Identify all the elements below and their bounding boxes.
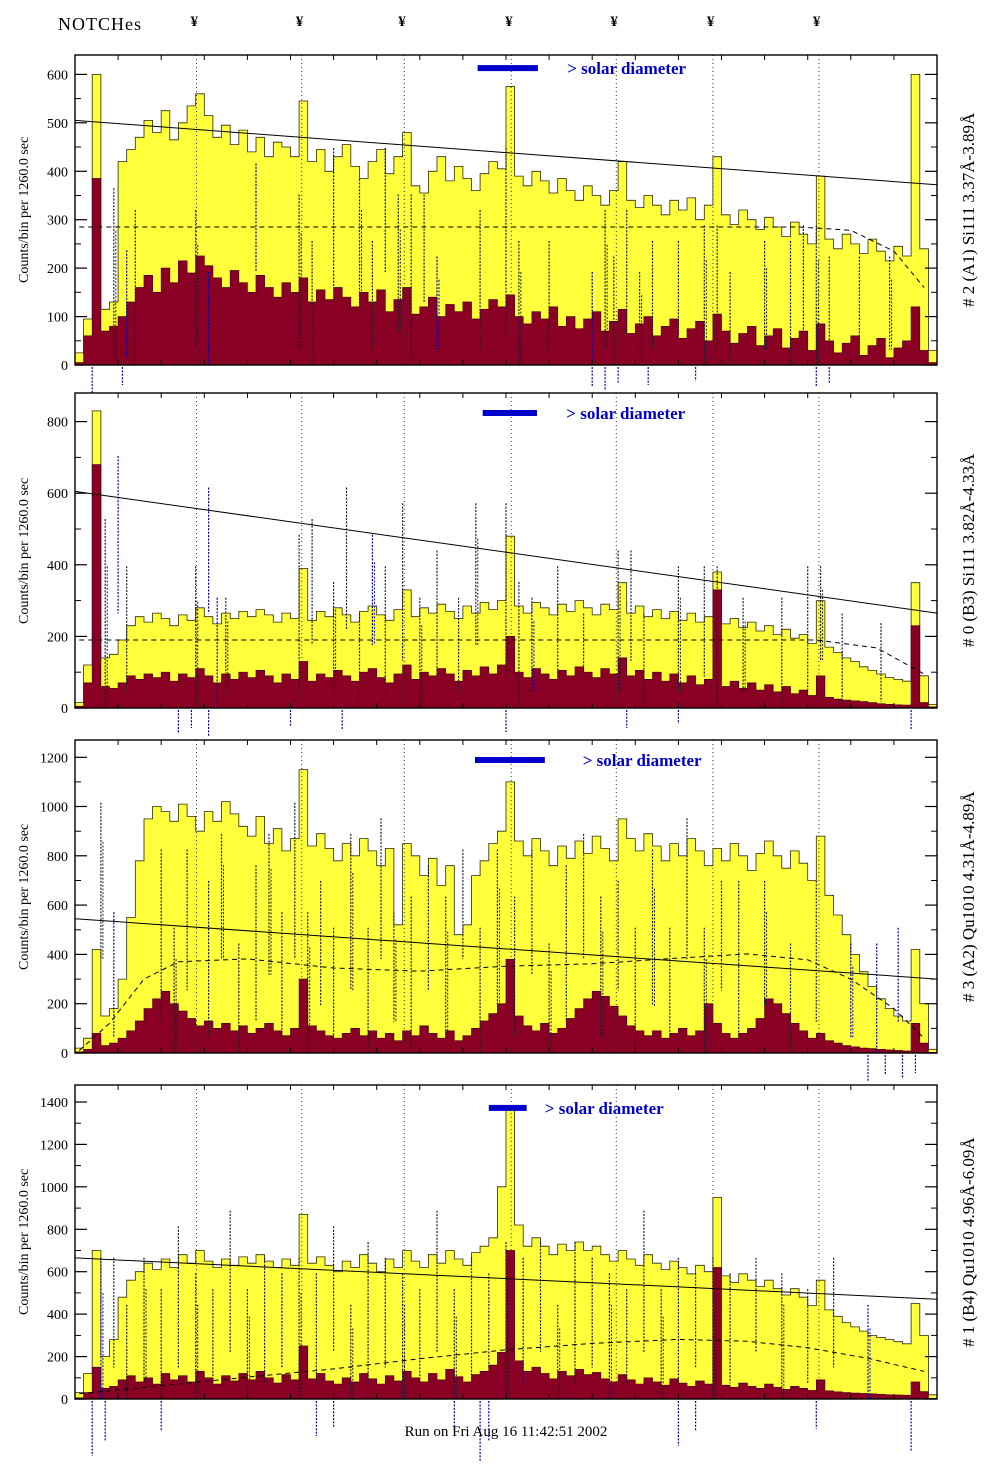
notch-symbol: ¥ bbox=[706, 14, 715, 30]
panel-title-3: # 3 (A2) Qu1010 4.31Å-4.89Å bbox=[959, 791, 978, 1002]
y-tick-label: 100 bbox=[47, 311, 68, 326]
trend-line bbox=[74, 490, 938, 614]
y-tick-label: 0 bbox=[61, 702, 68, 717]
y-tick-label: 1200 bbox=[40, 1138, 68, 1153]
notch-symbol: ¥ bbox=[190, 14, 199, 30]
solar-diameter-bar bbox=[482, 410, 537, 416]
panel-title-1: # 2 (A1) Si111 3.37Å-3.89Å bbox=[959, 112, 978, 308]
panel-2: 0 200 400 600 800 > solar diameter bbox=[47, 392, 938, 736]
solar-diameter-bar bbox=[475, 757, 545, 763]
y-tick-label: 300 bbox=[47, 214, 68, 229]
trend-line bbox=[74, 119, 938, 186]
y-tick-label: 200 bbox=[47, 1351, 68, 1366]
y-tick-label: 0 bbox=[61, 359, 68, 374]
panel-title-4: # 1 (B4) Qu1010 4.96Å-6.09Å bbox=[959, 1137, 978, 1347]
y-tick-label: 600 bbox=[47, 899, 68, 914]
y-tick-label: 400 bbox=[47, 948, 68, 963]
y-tick-label: 1000 bbox=[40, 801, 68, 816]
y-tick-label: 800 bbox=[47, 850, 68, 865]
y-tick-label: 200 bbox=[47, 262, 68, 277]
y-tick-label: 400 bbox=[47, 1308, 68, 1323]
y-tick-label: 200 bbox=[47, 998, 68, 1013]
y-tick-label: 800 bbox=[47, 416, 68, 431]
solar-diameter-label: > solar diameter bbox=[545, 1099, 664, 1118]
panel-title-2: # 0 (B3) Si111 3.82Å-4.33Å bbox=[959, 453, 978, 648]
panel-1: 0 100 200 300 400 500 600 > solar diameter bbox=[47, 54, 938, 393]
notches-label: NOTCHes bbox=[58, 14, 142, 34]
panel-3: 0 200 400 600 800 1000 1200 > solar diameter bbox=[40, 739, 938, 1081]
y-tick-label: 1400 bbox=[40, 1096, 68, 1111]
y-tick-label: 0 bbox=[61, 1047, 68, 1062]
y-tick-label: 600 bbox=[47, 68, 68, 83]
dashed-guide-line bbox=[79, 226, 925, 288]
solar-diameter-label: > solar diameter bbox=[566, 404, 685, 423]
notch-symbol: ¥ bbox=[812, 14, 821, 30]
trend-line bbox=[74, 918, 938, 980]
y-axis-label-panel-1: Counts/bin per 1260.0 sec bbox=[17, 136, 32, 284]
y-tick-label: 400 bbox=[47, 559, 68, 574]
notch-symbol: ¥ bbox=[610, 14, 618, 30]
y-tick-label: 500 bbox=[47, 117, 68, 132]
solar-diameter-label: > solar diameter bbox=[583, 751, 702, 770]
run-timestamp: Run on Fri Aug 16 11:42:51 2002 bbox=[404, 1424, 608, 1440]
y-tick-label: 600 bbox=[47, 487, 68, 502]
y-axis-label-panel-4: Counts/bin per 1260.0 sec bbox=[17, 1168, 32, 1316]
y-tick-label: 200 bbox=[47, 630, 68, 645]
notch-symbol: ¥ bbox=[505, 14, 513, 30]
panel-4: 0 200 400 600 800 1000 1200 1400 > solar diamete… bbox=[40, 1084, 938, 1461]
y-tick-label: 600 bbox=[47, 1266, 68, 1281]
panel-3-histogram-background bbox=[74, 958, 938, 1054]
y-tick-label: 1200 bbox=[40, 751, 68, 766]
dashed-guide-line bbox=[79, 639, 925, 675]
solar-diameter-bar bbox=[488, 1104, 527, 1111]
y-tick-label: 0 bbox=[61, 1393, 68, 1408]
solar-diameter-label: > solar diameter bbox=[567, 59, 686, 78]
panel-3-histogram-total bbox=[74, 769, 938, 1054]
y-tick-label: 800 bbox=[47, 1223, 68, 1238]
y-axis-label-panel-3: Counts/bin per 1260.0 sec bbox=[17, 823, 32, 970]
notch-symbol: ¥ bbox=[295, 14, 304, 30]
y-tick-label: 400 bbox=[47, 165, 68, 180]
dashed-guide-line bbox=[79, 1338, 925, 1395]
y-axis-label-panel-2: Counts/bin per 1260.0 sec bbox=[17, 477, 32, 624]
notch-symbol: ¥ bbox=[398, 14, 406, 30]
solar-diameter-bar bbox=[477, 65, 538, 72]
dashed-guide-line bbox=[78, 953, 925, 1051]
y-tick-label: 1000 bbox=[40, 1181, 68, 1196]
trend-line bbox=[74, 1257, 938, 1300]
